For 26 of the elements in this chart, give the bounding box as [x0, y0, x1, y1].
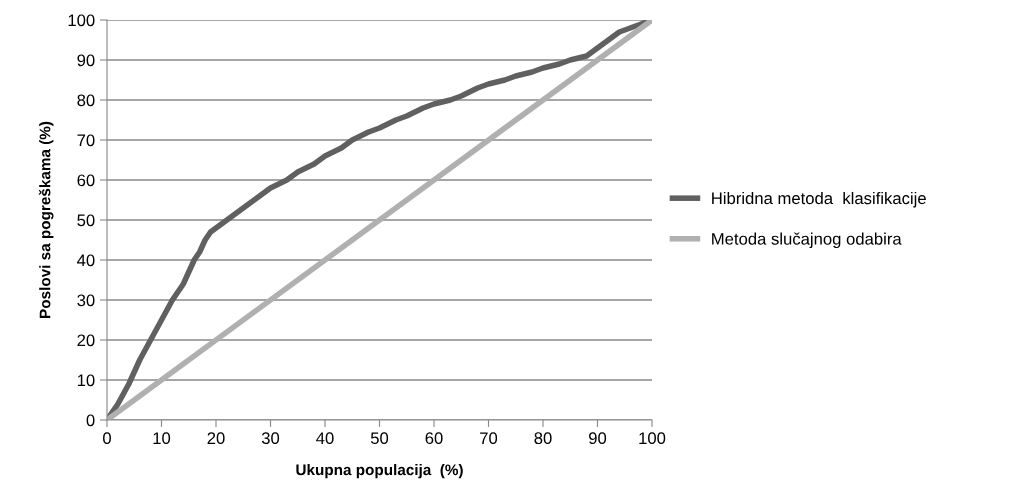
- x-tick-label: 70: [480, 432, 498, 445]
- x-tick-label: 90: [589, 432, 607, 445]
- y-tick-label: 40: [77, 254, 95, 267]
- x-tick-label: 0: [103, 432, 111, 445]
- y-tick-label: 70: [77, 134, 95, 147]
- y-tick-label: 80: [77, 94, 95, 107]
- y-tick-label: 20: [77, 334, 95, 347]
- y-tick-label: 60: [77, 174, 95, 187]
- x-tick-label: 80: [534, 432, 552, 445]
- y-tick-label: 90: [77, 54, 95, 67]
- legend-label: Hibridna metoda klasifikacije: [712, 191, 926, 208]
- legend-label: Metoda slučajnog odabira: [712, 232, 902, 249]
- x-tick-label: 60: [425, 432, 443, 445]
- y-tick-label: 100: [68, 14, 95, 27]
- y-tick-label: 10: [77, 374, 95, 387]
- y-tick-label: 30: [77, 294, 95, 307]
- x-tick-label: 10: [153, 432, 171, 445]
- x-tick-label: 30: [261, 432, 280, 445]
- x-tick-label: 100: [639, 432, 666, 445]
- x-tick-label: 50: [370, 432, 389, 445]
- x-tick-label: 40: [316, 432, 334, 445]
- x-axis-title: Ukupna populacija (%): [296, 464, 463, 479]
- x-tick-label: 20: [207, 432, 225, 445]
- y-axis-title: Poslovi sa pogreškama (%): [38, 121, 54, 318]
- y-tick-label: 0: [86, 414, 95, 427]
- y-tick-label: 50: [77, 214, 95, 227]
